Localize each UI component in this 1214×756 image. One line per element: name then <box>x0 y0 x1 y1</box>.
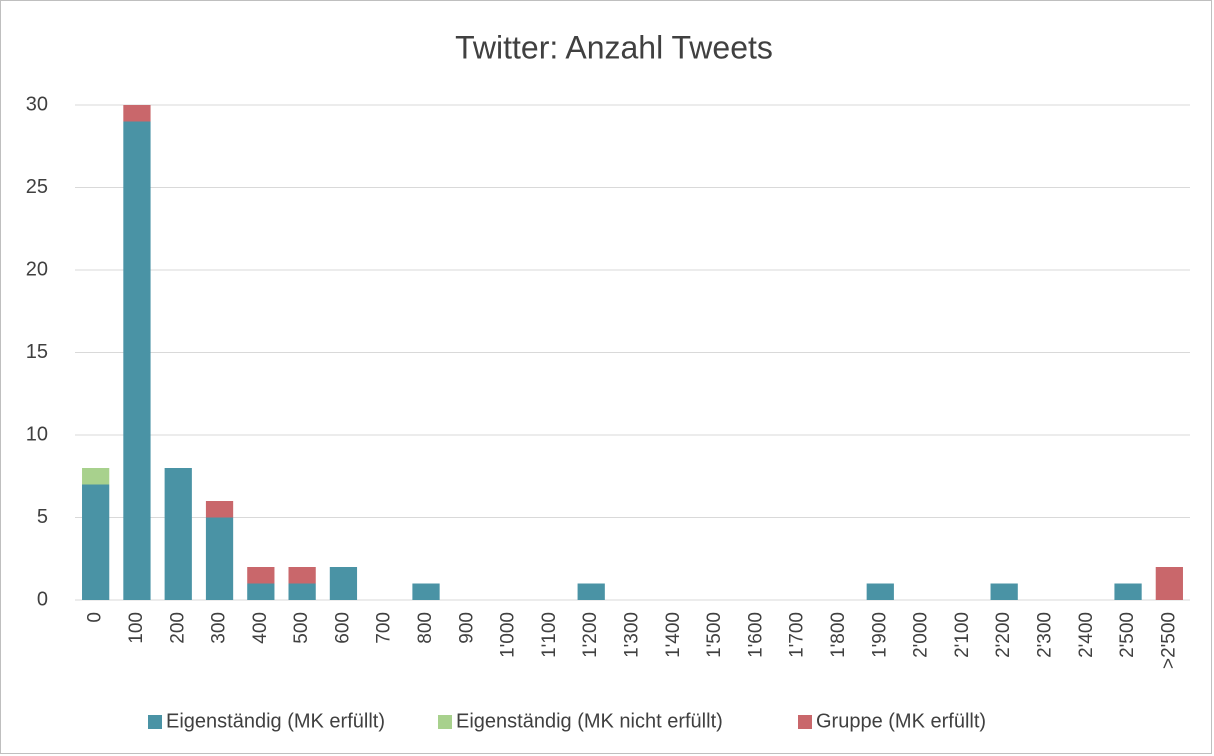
x-tick-label: 2'300 <box>1034 612 1055 658</box>
bar-segment <box>205 517 234 600</box>
x-tick-label: 400 <box>250 612 271 644</box>
x-tick-label: 100 <box>126 612 147 644</box>
x-tick-label: 2'400 <box>1076 612 1097 658</box>
legend-swatch <box>148 715 162 729</box>
x-tick-label: 300 <box>209 612 230 644</box>
x-tick-label: 600 <box>332 612 353 644</box>
bar-segment <box>990 583 1018 600</box>
x-tick-label: 2'100 <box>952 612 973 658</box>
legend-swatch <box>438 715 452 729</box>
bar-segment <box>329 567 358 600</box>
x-tick-label: 2'200 <box>993 612 1014 658</box>
bar-segment <box>82 484 110 600</box>
x-tick-label: 2'500 <box>1117 612 1138 658</box>
y-tick-label: 25 <box>26 176 48 198</box>
y-tick-label: 10 <box>26 423 48 445</box>
x-tick-label: 700 <box>374 612 395 644</box>
bar-segment <box>288 567 316 584</box>
x-tick-label: 500 <box>291 612 312 644</box>
bar-segment <box>247 583 275 600</box>
x-tick-label: 1'200 <box>580 612 601 658</box>
legend-label: Eigenständig (MK nicht erfüllt) <box>456 710 723 732</box>
bar-segment <box>866 583 894 600</box>
bar-segment <box>123 105 151 122</box>
x-tick-label: 0 <box>85 612 106 623</box>
x-tick-label: 1'100 <box>539 612 560 658</box>
bar-segment <box>1155 567 1183 600</box>
bar-segment <box>82 468 110 485</box>
x-tick-label: >2'500 <box>1158 612 1179 669</box>
x-tick-label: 1'600 <box>745 612 766 658</box>
x-tick-label: 1'800 <box>828 612 849 658</box>
chart-title: Twitter: Anzahl Tweets <box>455 29 773 65</box>
bar-segment <box>577 583 605 600</box>
y-tick-label: 0 <box>37 588 48 610</box>
bar-segment <box>288 583 316 600</box>
x-tick-label: 1'300 <box>622 612 643 658</box>
x-tick-label: 1'700 <box>787 612 808 658</box>
legend-swatch <box>798 715 812 729</box>
y-tick-label: 5 <box>37 506 48 528</box>
y-tick-label: 20 <box>26 258 48 280</box>
legend-label: Eigenständig (MK erfüllt) <box>166 710 385 732</box>
bar-segment <box>205 501 234 518</box>
legend-label: Gruppe (MK erfüllt) <box>816 710 986 732</box>
x-tick-label: 200 <box>167 612 188 644</box>
x-tick-label: 1'000 <box>498 612 519 658</box>
x-tick-label: 2'000 <box>911 612 932 658</box>
bar-segment <box>123 121 151 600</box>
bar-segment <box>412 583 440 600</box>
bar-segment <box>247 567 275 584</box>
x-tick-label: 900 <box>456 612 477 644</box>
bar-segment <box>164 468 192 600</box>
bar-segment <box>1114 583 1142 600</box>
y-tick-label: 15 <box>26 341 48 363</box>
x-tick-label: 1'900 <box>869 612 890 658</box>
y-tick-label: 30 <box>26 93 48 115</box>
x-tick-label: 800 <box>415 612 436 644</box>
x-tick-label: 1'500 <box>704 612 725 658</box>
x-tick-label: 1'400 <box>663 612 684 658</box>
